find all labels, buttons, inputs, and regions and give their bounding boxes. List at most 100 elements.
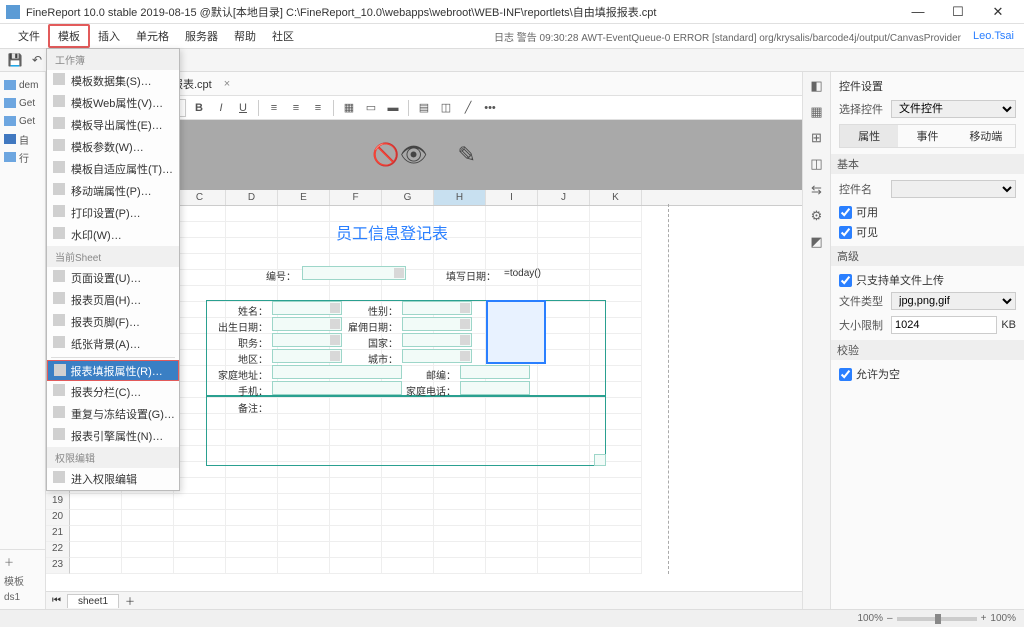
dd-item[interactable]: 打印设置(P)… [47, 202, 179, 224]
dd-item[interactable]: 重复与冻结设置(G)… [47, 403, 179, 425]
maximize-button[interactable]: ☐ [938, 4, 978, 20]
cell[interactable] [486, 494, 538, 510]
save-icon[interactable]: 💾 [6, 51, 24, 69]
cell[interactable] [434, 526, 486, 542]
cell[interactable] [174, 542, 226, 558]
tab-events[interactable]: 事件 [898, 125, 956, 147]
cell[interactable] [538, 238, 590, 254]
add-sheet-icon[interactable]: ＋ [125, 593, 135, 608]
vt-icon[interactable]: ⇆ [808, 182, 826, 200]
italic-button[interactable]: I [212, 102, 230, 114]
cell[interactable] [590, 526, 642, 542]
merge-icon[interactable]: ▭ [362, 101, 380, 114]
cell[interactable] [122, 558, 174, 574]
row-header[interactable]: 19 [46, 494, 70, 510]
dd-item[interactable]: 进入权限编辑 [47, 468, 179, 490]
cell[interactable] [174, 558, 226, 574]
cell[interactable] [382, 478, 434, 494]
cell[interactable] [330, 478, 382, 494]
fill-icon[interactable]: ▬ [384, 102, 402, 114]
cell[interactable] [278, 222, 330, 238]
cell[interactable] [486, 206, 538, 222]
zoom-control[interactable]: 100% – + 100% [857, 613, 1016, 624]
cell[interactable] [434, 558, 486, 574]
dd-item[interactable]: 报表页脚(F)… [47, 311, 179, 333]
menu-template[interactable]: 模板 [48, 24, 90, 48]
cell[interactable] [226, 510, 278, 526]
cell[interactable] [174, 478, 226, 494]
cell[interactable] [330, 526, 382, 542]
cell[interactable] [330, 542, 382, 558]
more-icon[interactable]: ••• [481, 102, 499, 114]
cell[interactable] [226, 222, 278, 238]
input-job[interactable] [272, 333, 342, 347]
cell[interactable] [226, 478, 278, 494]
minimize-button[interactable]: — [898, 4, 938, 19]
cell[interactable] [174, 510, 226, 526]
col-header[interactable]: F [330, 190, 382, 205]
cell[interactable] [174, 526, 226, 542]
sheet-nav-icon[interactable]: ⏮ [52, 595, 61, 606]
input-country[interactable] [402, 333, 472, 347]
undo-icon[interactable]: ↶ [28, 51, 46, 69]
cell[interactable] [486, 510, 538, 526]
cell[interactable] [538, 478, 590, 494]
cell[interactable] [590, 478, 642, 494]
menu-insert[interactable]: 插入 [90, 26, 128, 46]
dd-item[interactable]: 模板自适应属性(T)… [47, 158, 179, 180]
input-hire[interactable] [402, 317, 472, 331]
dd-item[interactable]: 报表页眉(H)… [47, 289, 179, 311]
cell[interactable] [122, 542, 174, 558]
bold-button[interactable]: B [190, 102, 208, 114]
col-header[interactable]: D [226, 190, 278, 205]
cell[interactable] [278, 238, 330, 254]
tree-item[interactable]: Get [0, 112, 45, 130]
cell[interactable] [70, 558, 122, 574]
underline-button[interactable]: U [234, 102, 252, 114]
col-header[interactable]: K [590, 190, 642, 205]
input-no[interactable] [302, 266, 406, 280]
vt-icon[interactable]: ◫ [808, 156, 826, 174]
row-header[interactable]: 23 [46, 558, 70, 574]
cell[interactable] [382, 526, 434, 542]
vt-icon[interactable]: ▦ [808, 104, 826, 122]
cell[interactable] [486, 238, 538, 254]
sizelimit-input[interactable] [891, 316, 997, 334]
cell[interactable] [174, 238, 226, 254]
cell[interactable] [226, 206, 278, 222]
cell[interactable] [278, 478, 330, 494]
dd-item[interactable]: 页面设置(U)… [47, 267, 179, 289]
cell[interactable] [538, 526, 590, 542]
cell[interactable] [590, 510, 642, 526]
eye-off-icon[interactable]: 🚫👁 [372, 142, 427, 168]
align-center-icon[interactable]: ≡ [287, 102, 305, 114]
cell[interactable] [174, 206, 226, 222]
chart-icon[interactable]: ▤ [415, 101, 433, 114]
row-header[interactable]: 22 [46, 542, 70, 558]
cell[interactable] [538, 558, 590, 574]
col-header[interactable]: C [174, 190, 226, 205]
dd-item[interactable]: 报表分栏(C)… [47, 381, 179, 403]
cell[interactable] [434, 542, 486, 558]
cell[interactable] [590, 206, 642, 222]
cell[interactable] [174, 222, 226, 238]
cell[interactable] [122, 526, 174, 542]
cell[interactable] [70, 542, 122, 558]
user-name[interactable]: Leo.Tsai [973, 30, 1014, 42]
cell[interactable] [70, 494, 122, 510]
vt-icon[interactable]: ⊞ [808, 130, 826, 148]
col-header[interactable]: J [538, 190, 590, 205]
cell[interactable] [278, 206, 330, 222]
cell[interactable] [278, 494, 330, 510]
select-widget-dropdown[interactable]: 文件控件 [891, 100, 1016, 118]
sheet-tab[interactable]: sheet1 [67, 594, 119, 608]
cell[interactable] [538, 510, 590, 526]
cell[interactable] [278, 542, 330, 558]
cell[interactable] [538, 542, 590, 558]
dd-item-fill-attrs[interactable]: 报表填报属性(R)… [47, 360, 179, 381]
tree-item[interactable]: Get [0, 94, 45, 112]
cell[interactable] [382, 510, 434, 526]
dd-item[interactable]: 模板Web属性(V)… [47, 92, 179, 114]
tab-mobile[interactable]: 移动端 [957, 125, 1015, 147]
line-icon[interactable]: ╱ [459, 101, 477, 114]
